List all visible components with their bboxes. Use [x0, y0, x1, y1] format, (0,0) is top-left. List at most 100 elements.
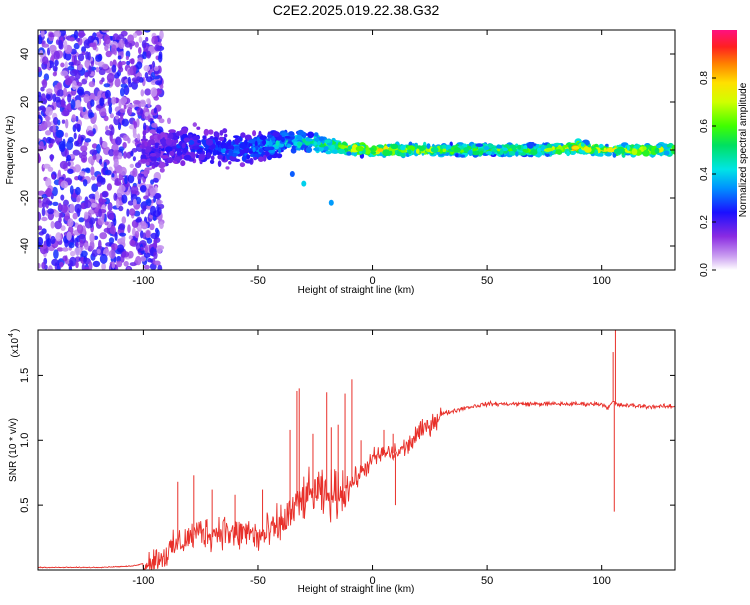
noise-blob	[74, 203, 82, 214]
ridge-blob	[455, 153, 459, 158]
noise-blob	[88, 92, 96, 102]
noise-blob	[58, 216, 62, 223]
noise-blob	[53, 249, 59, 260]
noise-blob	[145, 230, 151, 238]
noise-blob	[50, 138, 56, 144]
noise-blob	[159, 30, 164, 40]
noise-blob	[149, 187, 156, 197]
noise-blob	[116, 244, 124, 253]
ridge-blob	[268, 141, 273, 147]
noise-blob	[126, 104, 134, 109]
noise-blob	[72, 212, 78, 220]
noise-blob	[52, 65, 58, 72]
ridge-blob	[442, 144, 447, 149]
ridge-blob	[154, 143, 159, 149]
noise-blob	[138, 36, 143, 43]
ridge-blob	[160, 155, 169, 159]
ridge-blob	[176, 150, 182, 156]
ridge-blob	[377, 148, 384, 153]
noise-blob	[55, 129, 64, 138]
ridge-blob	[182, 147, 188, 154]
noise-blob	[41, 106, 46, 113]
ridge-blob	[142, 134, 146, 141]
noise-blob	[78, 217, 85, 223]
ridge-blob	[270, 154, 279, 159]
noise-blob	[50, 221, 55, 229]
noise-blob	[133, 121, 138, 129]
noise-blob	[120, 87, 125, 97]
ridge-blob	[246, 154, 251, 160]
ridge-blob	[145, 161, 150, 166]
noise-blob	[104, 89, 111, 99]
noise-blob	[120, 113, 124, 119]
noise-blob	[80, 154, 88, 163]
ridge-blob	[203, 128, 209, 136]
noise-blob	[63, 87, 68, 98]
ridge-blob	[205, 138, 214, 146]
noise-blob	[64, 77, 73, 86]
noise-blob	[62, 255, 68, 262]
noise-blob	[150, 87, 158, 97]
ridge-blob	[248, 150, 253, 154]
noise-blob	[135, 218, 142, 223]
ridge-blob	[346, 151, 352, 156]
noise-blob	[83, 211, 89, 220]
noise-blob	[134, 41, 139, 48]
noise-blob	[74, 140, 80, 147]
ridge-blob	[217, 160, 222, 167]
ridge-blob	[603, 147, 607, 152]
noise-blob	[38, 262, 41, 269]
ridge-blob	[491, 147, 496, 152]
ridge-blob	[165, 146, 173, 153]
noise-blob	[140, 185, 147, 193]
ridge-blob	[605, 143, 609, 147]
ridge-blob	[522, 148, 528, 153]
noise-blob	[56, 247, 64, 252]
ridge-blob	[240, 132, 246, 138]
noise-blob	[106, 183, 112, 191]
ridge-blob	[181, 142, 186, 149]
spectrogram-panel: -100 -50 0 50 100 -40 -20 0 20 40 Height of stra…	[5, 29, 676, 296]
noise-blob	[111, 96, 117, 105]
noise-blob	[67, 136, 74, 143]
ridge-blob	[258, 156, 264, 162]
noise-blob	[145, 36, 149, 42]
noise-blob	[153, 66, 159, 72]
noise-blob	[146, 198, 152, 207]
ridge-blob	[330, 145, 335, 151]
ridge-blob	[262, 139, 267, 145]
ridge-blob	[258, 148, 264, 153]
ridge-blob	[526, 141, 534, 149]
noise-blob	[77, 134, 82, 144]
noise-blob	[77, 89, 84, 95]
ridge-blob	[305, 138, 314, 142]
noise-blob	[144, 112, 149, 117]
noise-blob	[129, 163, 134, 168]
ridge-blob	[225, 166, 230, 170]
ridge-blob	[218, 147, 222, 152]
noise-blob	[108, 149, 115, 157]
noise-blob	[153, 240, 158, 249]
noise-blob	[64, 52, 72, 61]
noise-blob	[68, 61, 75, 66]
noise-blob	[90, 60, 95, 67]
noise-blob	[129, 208, 136, 216]
noise-blob	[109, 113, 114, 119]
noise-blob	[84, 242, 89, 250]
ridge-blob	[159, 167, 165, 173]
ridge-blob	[313, 137, 319, 142]
noise-blob	[100, 177, 106, 185]
noise-blob	[108, 105, 113, 115]
noise-blob	[111, 64, 117, 73]
spectrogram-marks	[38, 30, 675, 270]
noise-blob	[120, 96, 128, 104]
ridge-blob	[483, 145, 490, 151]
noise-blob	[132, 156, 136, 162]
ridge-blob	[430, 146, 439, 153]
ridge-blob	[530, 149, 538, 156]
colorbar-tick-label: 0.8	[699, 71, 710, 85]
noise-blob	[69, 185, 74, 195]
ridge-blob	[508, 151, 515, 156]
noise-blob	[58, 39, 63, 50]
